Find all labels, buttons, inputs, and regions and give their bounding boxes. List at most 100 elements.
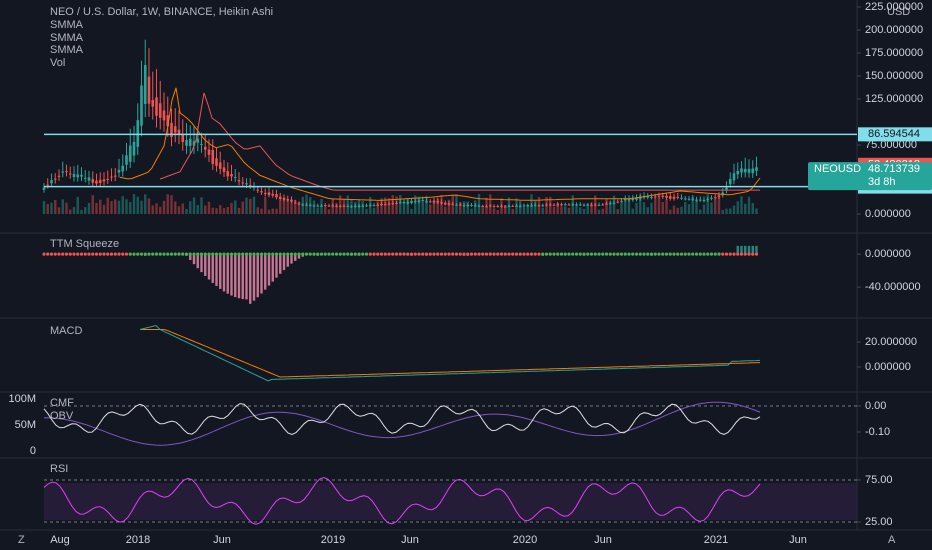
squeeze-dot xyxy=(552,252,556,256)
candle xyxy=(185,140,188,146)
squeeze-dot xyxy=(612,252,616,256)
level-label: 86.594544 xyxy=(868,128,920,140)
squeeze-dot xyxy=(353,252,357,256)
volume-bar xyxy=(455,194,458,214)
candle xyxy=(372,205,376,207)
toolbar-icon[interactable]: Z xyxy=(18,534,25,546)
volume-bar xyxy=(541,207,544,214)
volume-bar xyxy=(260,208,263,214)
volume-bar xyxy=(627,199,631,214)
candle xyxy=(668,196,672,199)
squeeze-dot xyxy=(571,252,575,256)
squeeze-dot xyxy=(109,252,114,256)
volume-bar xyxy=(342,198,346,214)
plot-area xyxy=(42,39,857,525)
squeeze-dot xyxy=(567,252,571,256)
candle xyxy=(365,205,368,207)
volume-bar xyxy=(162,200,166,214)
squeeze-bar xyxy=(207,254,211,280)
volume-bar xyxy=(331,198,334,214)
volume-bar xyxy=(421,202,424,214)
volume-bar xyxy=(590,202,593,214)
squeeze-dot xyxy=(694,252,699,256)
squeeze-dot xyxy=(473,252,477,256)
volume-bar xyxy=(451,194,454,214)
squeeze-bar xyxy=(196,254,199,269)
volume-bar xyxy=(387,197,391,214)
candle xyxy=(462,205,466,207)
volume-bar xyxy=(245,197,248,214)
volume-bar xyxy=(635,202,638,214)
candle xyxy=(590,204,593,206)
volume-bar xyxy=(144,194,147,214)
squeeze-dot xyxy=(327,252,331,256)
squeeze-bar xyxy=(282,254,286,271)
candle xyxy=(620,200,623,202)
volume-bar xyxy=(147,198,151,214)
candle xyxy=(155,97,158,116)
squeeze-dot xyxy=(177,252,181,256)
volume-bar xyxy=(155,203,158,214)
squeeze-dot xyxy=(481,252,485,256)
squeeze-dot xyxy=(462,252,466,256)
candle xyxy=(481,205,485,207)
squeeze-dot xyxy=(98,252,102,256)
squeeze-dot xyxy=(364,252,369,256)
candle xyxy=(627,198,631,201)
volume-bar xyxy=(136,196,139,214)
candle xyxy=(582,204,586,206)
squeeze-dot xyxy=(627,252,631,256)
candle xyxy=(65,171,68,173)
candle xyxy=(623,199,627,201)
candle xyxy=(361,205,365,207)
volume-bar xyxy=(384,197,387,214)
volume-bar xyxy=(376,201,379,214)
candle xyxy=(511,205,515,207)
volume-bar xyxy=(399,194,402,214)
candle xyxy=(702,199,706,202)
candle xyxy=(335,205,338,207)
candle xyxy=(687,198,691,200)
volume-bar xyxy=(189,201,192,214)
candle xyxy=(455,204,458,206)
squeeze-dot xyxy=(492,252,496,256)
volume-bar xyxy=(290,199,293,214)
candle xyxy=(593,204,597,206)
squeeze-dot xyxy=(102,252,106,256)
candle xyxy=(331,205,335,207)
volume-bar xyxy=(380,198,383,214)
candle xyxy=(631,197,635,201)
candle xyxy=(402,201,406,203)
candle xyxy=(425,201,428,203)
candle xyxy=(556,204,560,206)
candle xyxy=(496,205,500,207)
volume-bar xyxy=(485,197,488,214)
candle xyxy=(192,141,196,146)
volume-bar xyxy=(661,201,664,214)
volume-bar xyxy=(504,205,507,214)
toolbar-icon[interactable]: A xyxy=(888,534,896,546)
volume-bar xyxy=(616,209,619,214)
squeeze-bar xyxy=(252,254,256,301)
squeeze-dot xyxy=(64,252,69,256)
x-tick-label: Jun xyxy=(401,534,419,546)
candle xyxy=(230,173,233,177)
candle xyxy=(488,205,492,207)
candle xyxy=(147,76,151,104)
candle xyxy=(263,192,267,195)
squeeze-dot xyxy=(79,252,84,256)
candle xyxy=(608,203,612,205)
volume-bar xyxy=(125,199,128,214)
candle xyxy=(428,201,432,203)
volume-bar xyxy=(466,201,469,214)
candle xyxy=(410,200,413,204)
squeeze-bar xyxy=(286,254,289,267)
squeeze-dot xyxy=(379,252,384,256)
squeeze-dot xyxy=(76,252,80,256)
squeeze-dot xyxy=(709,252,714,256)
candle xyxy=(740,168,743,173)
smma-line xyxy=(119,87,761,201)
volume-bar xyxy=(65,202,68,214)
candle xyxy=(301,204,305,206)
volume-bar xyxy=(706,194,709,214)
